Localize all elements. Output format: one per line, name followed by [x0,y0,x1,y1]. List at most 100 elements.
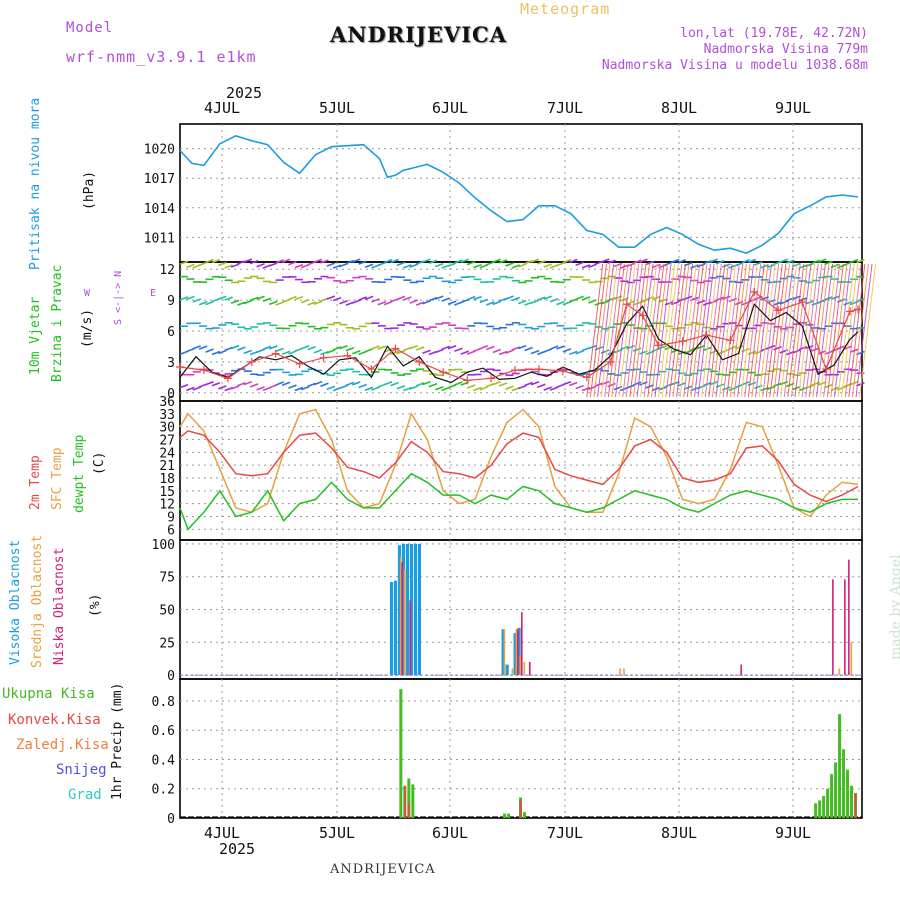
wind-gust-point [822,365,831,374]
precip-legend-total: Ukupna Kisa [2,686,95,702]
wind-gust-point [391,344,400,353]
model-elevation-text: Nadmorska Visina u modelu 1038.68m [601,58,868,73]
precip-bar [834,762,838,818]
wind-gust-point [415,357,424,366]
wind-y-tick: 12 [159,263,175,278]
cloud-bar [519,655,522,676]
precip-bar [522,812,526,818]
compass-e: E [150,288,157,299]
day-label-top: 7JUL [547,99,583,117]
precip-bar [507,813,511,818]
day-label-top: 6JUL [432,99,468,117]
wind-gust-point [199,366,208,375]
cloud-bar [517,627,521,676]
cloud-bar [403,570,406,676]
cloud-bar [397,545,402,676]
cloud-bar [501,629,505,676]
wind-gust-point [606,357,615,366]
day-label-bottom: 5JUL [319,824,355,842]
footer-station: ANDRIJEVICA [330,862,436,877]
station-title: ANDRIJEVICA [330,22,508,47]
wind-gust-point [487,374,496,383]
day-label-bottom: 7JUL [547,824,583,842]
temperature-y-tick: 15 [159,485,175,500]
cloud-bar [832,579,834,676]
cloud-bar [517,629,519,676]
precip-legend-snow: Snijeg [56,762,107,778]
year-label-top: 2025 [226,84,262,102]
wind-gust-point [750,287,759,296]
precip-bar [854,793,857,818]
cloud-bar [505,664,509,676]
day-label-bottom: 6JUL [432,824,468,842]
wind-y-tick: 6 [167,325,175,340]
wind-gust-line [179,290,859,382]
cloud-bar [850,642,853,676]
cloud-bar [848,559,850,676]
wind-speed-line [179,303,859,384]
cloud-bar [513,633,517,676]
wind-gust-point [439,368,448,377]
precip-bar [850,785,854,818]
wind-gust-point [534,365,543,374]
precip-bar [826,788,830,818]
wind-gust-point [854,305,863,314]
wind-gust-point [463,376,472,385]
sfc-temp-line [179,408,859,518]
cloud-bar [393,580,398,676]
temperature-y-tick: 33 [159,408,175,423]
temperature-y-tick: 12 [159,498,175,513]
temperature-y-tick: 18 [159,472,175,487]
wind-gust-point [582,373,591,382]
cloud-y-tick: 100 [152,538,175,553]
wind-gust-point [798,298,807,307]
day-label-top: 4JUL [204,99,240,117]
wind-gust-point [638,311,647,320]
wind-gust-point [774,306,783,315]
precip-bar [822,796,826,818]
cloud-bar [619,668,621,676]
day-label-top: 8JUL [661,99,697,117]
pressure-y-tick: 1017 [144,172,175,187]
precip-bar [399,689,403,818]
cloud-y-tick: 50 [159,604,175,619]
wind-gust-point [678,337,687,346]
cloud-bar [515,629,518,676]
wind-gust-point [622,300,631,309]
wind-gust-point [367,365,376,374]
day-label-bottom: 4JUL [204,824,240,842]
wind-gust-point [654,341,663,350]
cloud-bar [409,543,414,676]
wind-gust-point [558,367,567,376]
wind-y-tick: 3 [167,356,175,371]
cloud-y-tick: 25 [159,636,175,651]
precip-bar [814,803,818,818]
precip-bar [842,749,846,818]
wind-gust-point [319,353,328,362]
cloud-bar [511,668,514,676]
cloud-bar [503,629,506,676]
pressure-y-tick: 1014 [144,202,175,217]
product-title: Meteogram [520,0,611,18]
wind-gust-point [343,351,352,360]
compass-w: W [84,288,91,299]
cloud-bar [623,668,625,676]
precipitation-y-tick: 0.2 [152,783,175,798]
precip-legend-freezing: Zaledj.Kisa [16,737,109,753]
wind-gust-point [511,366,520,375]
pressure-line [179,134,859,254]
cloud-y-tick: 0 [167,669,175,684]
day-label-bottom: 9JUL [775,824,811,842]
precip-bar [830,774,834,818]
wind-y-tick: 9 [167,294,175,309]
wind-gust-point [247,357,256,366]
day-label-top: 5JUL [319,99,355,117]
temperature-y-tick: 21 [159,459,175,474]
year-label-bottom: 2025 [219,840,255,858]
temperature-y-tick: 36 [159,395,175,410]
pressure-y-tick: 1011 [144,231,175,246]
precip-legend-hail: Grad [68,787,102,803]
wind-y-tick: 0 [167,387,175,402]
day-label-bottom: 8JUL [661,824,697,842]
